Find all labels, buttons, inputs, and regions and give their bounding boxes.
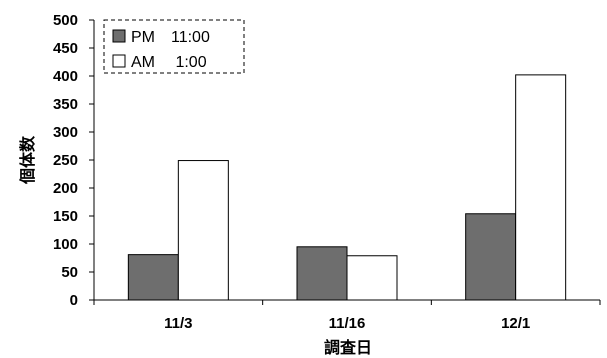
y-tick-label: 300 — [53, 124, 78, 141]
y-tick-label: 250 — [53, 152, 78, 169]
legend-swatch-pm — [112, 29, 126, 43]
bar-pm-12-1 — [465, 213, 517, 301]
legend-box — [103, 19, 245, 74]
y-axis-title: 個体数 — [18, 135, 37, 185]
x-tick-label: 11/3 — [164, 315, 192, 332]
x-tick-label: 12/1 — [501, 315, 530, 332]
y-tick-label: 0 — [70, 292, 78, 309]
axes-layer: 0 50 100 150 200 250 300 350 400 450 500 11/3 11/16 1… — [53, 12, 601, 332]
x-tick-label: 11/16 — [329, 315, 366, 332]
y-tick-label: 100 — [53, 236, 78, 253]
bar-am-12-1 — [515, 74, 567, 301]
legend: PM 11:00 AM 1:00 — [103, 19, 245, 74]
y-tick-label: 350 — [53, 96, 78, 113]
x-axis-title: 調査日 — [324, 338, 372, 357]
y-tick-label: 400 — [53, 68, 78, 85]
legend-label-pm: PM 11:00 — [131, 29, 210, 46]
y-tick-label: 50 — [61, 264, 78, 281]
bar-am-11-16 — [346, 255, 398, 301]
y-tick-label: 200 — [53, 180, 78, 197]
legend-label-am: AM 1:00 — [131, 54, 207, 71]
bar-pm-11-3 — [127, 254, 179, 301]
y-tick-label: 150 — [53, 208, 78, 225]
y-tick-label: 450 — [53, 40, 78, 57]
bar-pm-11-16 — [296, 246, 348, 301]
legend-swatch-am — [112, 54, 126, 68]
bar-am-11-3 — [177, 160, 229, 301]
y-tick-label: 500 — [53, 12, 78, 29]
bars-layer — [127, 74, 567, 301]
